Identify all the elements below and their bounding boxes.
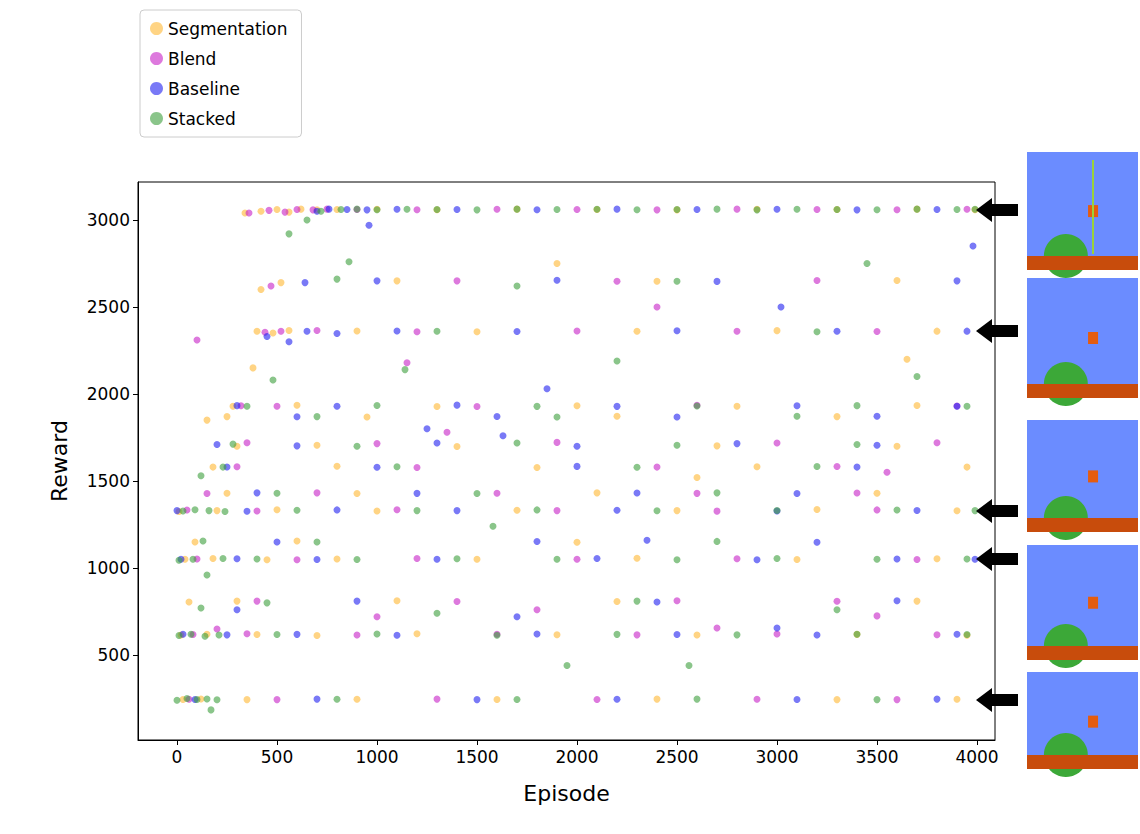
svg-text:1500: 1500 xyxy=(87,471,130,491)
svg-text:3000: 3000 xyxy=(755,747,798,767)
svg-text:3000: 3000 xyxy=(87,210,130,230)
svg-text:Stacked: Stacked xyxy=(168,109,236,129)
svg-text:2000: 2000 xyxy=(555,747,598,767)
svg-text:1000: 1000 xyxy=(355,747,398,767)
svg-text:500: 500 xyxy=(261,747,293,767)
svg-text:0: 0 xyxy=(172,747,183,767)
svg-text:1000: 1000 xyxy=(87,558,130,578)
svg-text:1500: 1500 xyxy=(455,747,498,767)
svg-text:4000: 4000 xyxy=(955,747,998,767)
svg-text:3500: 3500 xyxy=(855,747,898,767)
svg-text:Segmentation: Segmentation xyxy=(168,19,287,39)
svg-text:Episode: Episode xyxy=(523,781,609,806)
svg-text:500: 500 xyxy=(98,645,130,665)
svg-text:2500: 2500 xyxy=(655,747,698,767)
svg-text:Reward: Reward xyxy=(47,420,72,502)
svg-text:Blend: Blend xyxy=(168,49,216,69)
svg-text:2500: 2500 xyxy=(87,297,130,317)
svg-text:2000: 2000 xyxy=(87,384,130,404)
svg-text:Baseline: Baseline xyxy=(168,79,240,99)
